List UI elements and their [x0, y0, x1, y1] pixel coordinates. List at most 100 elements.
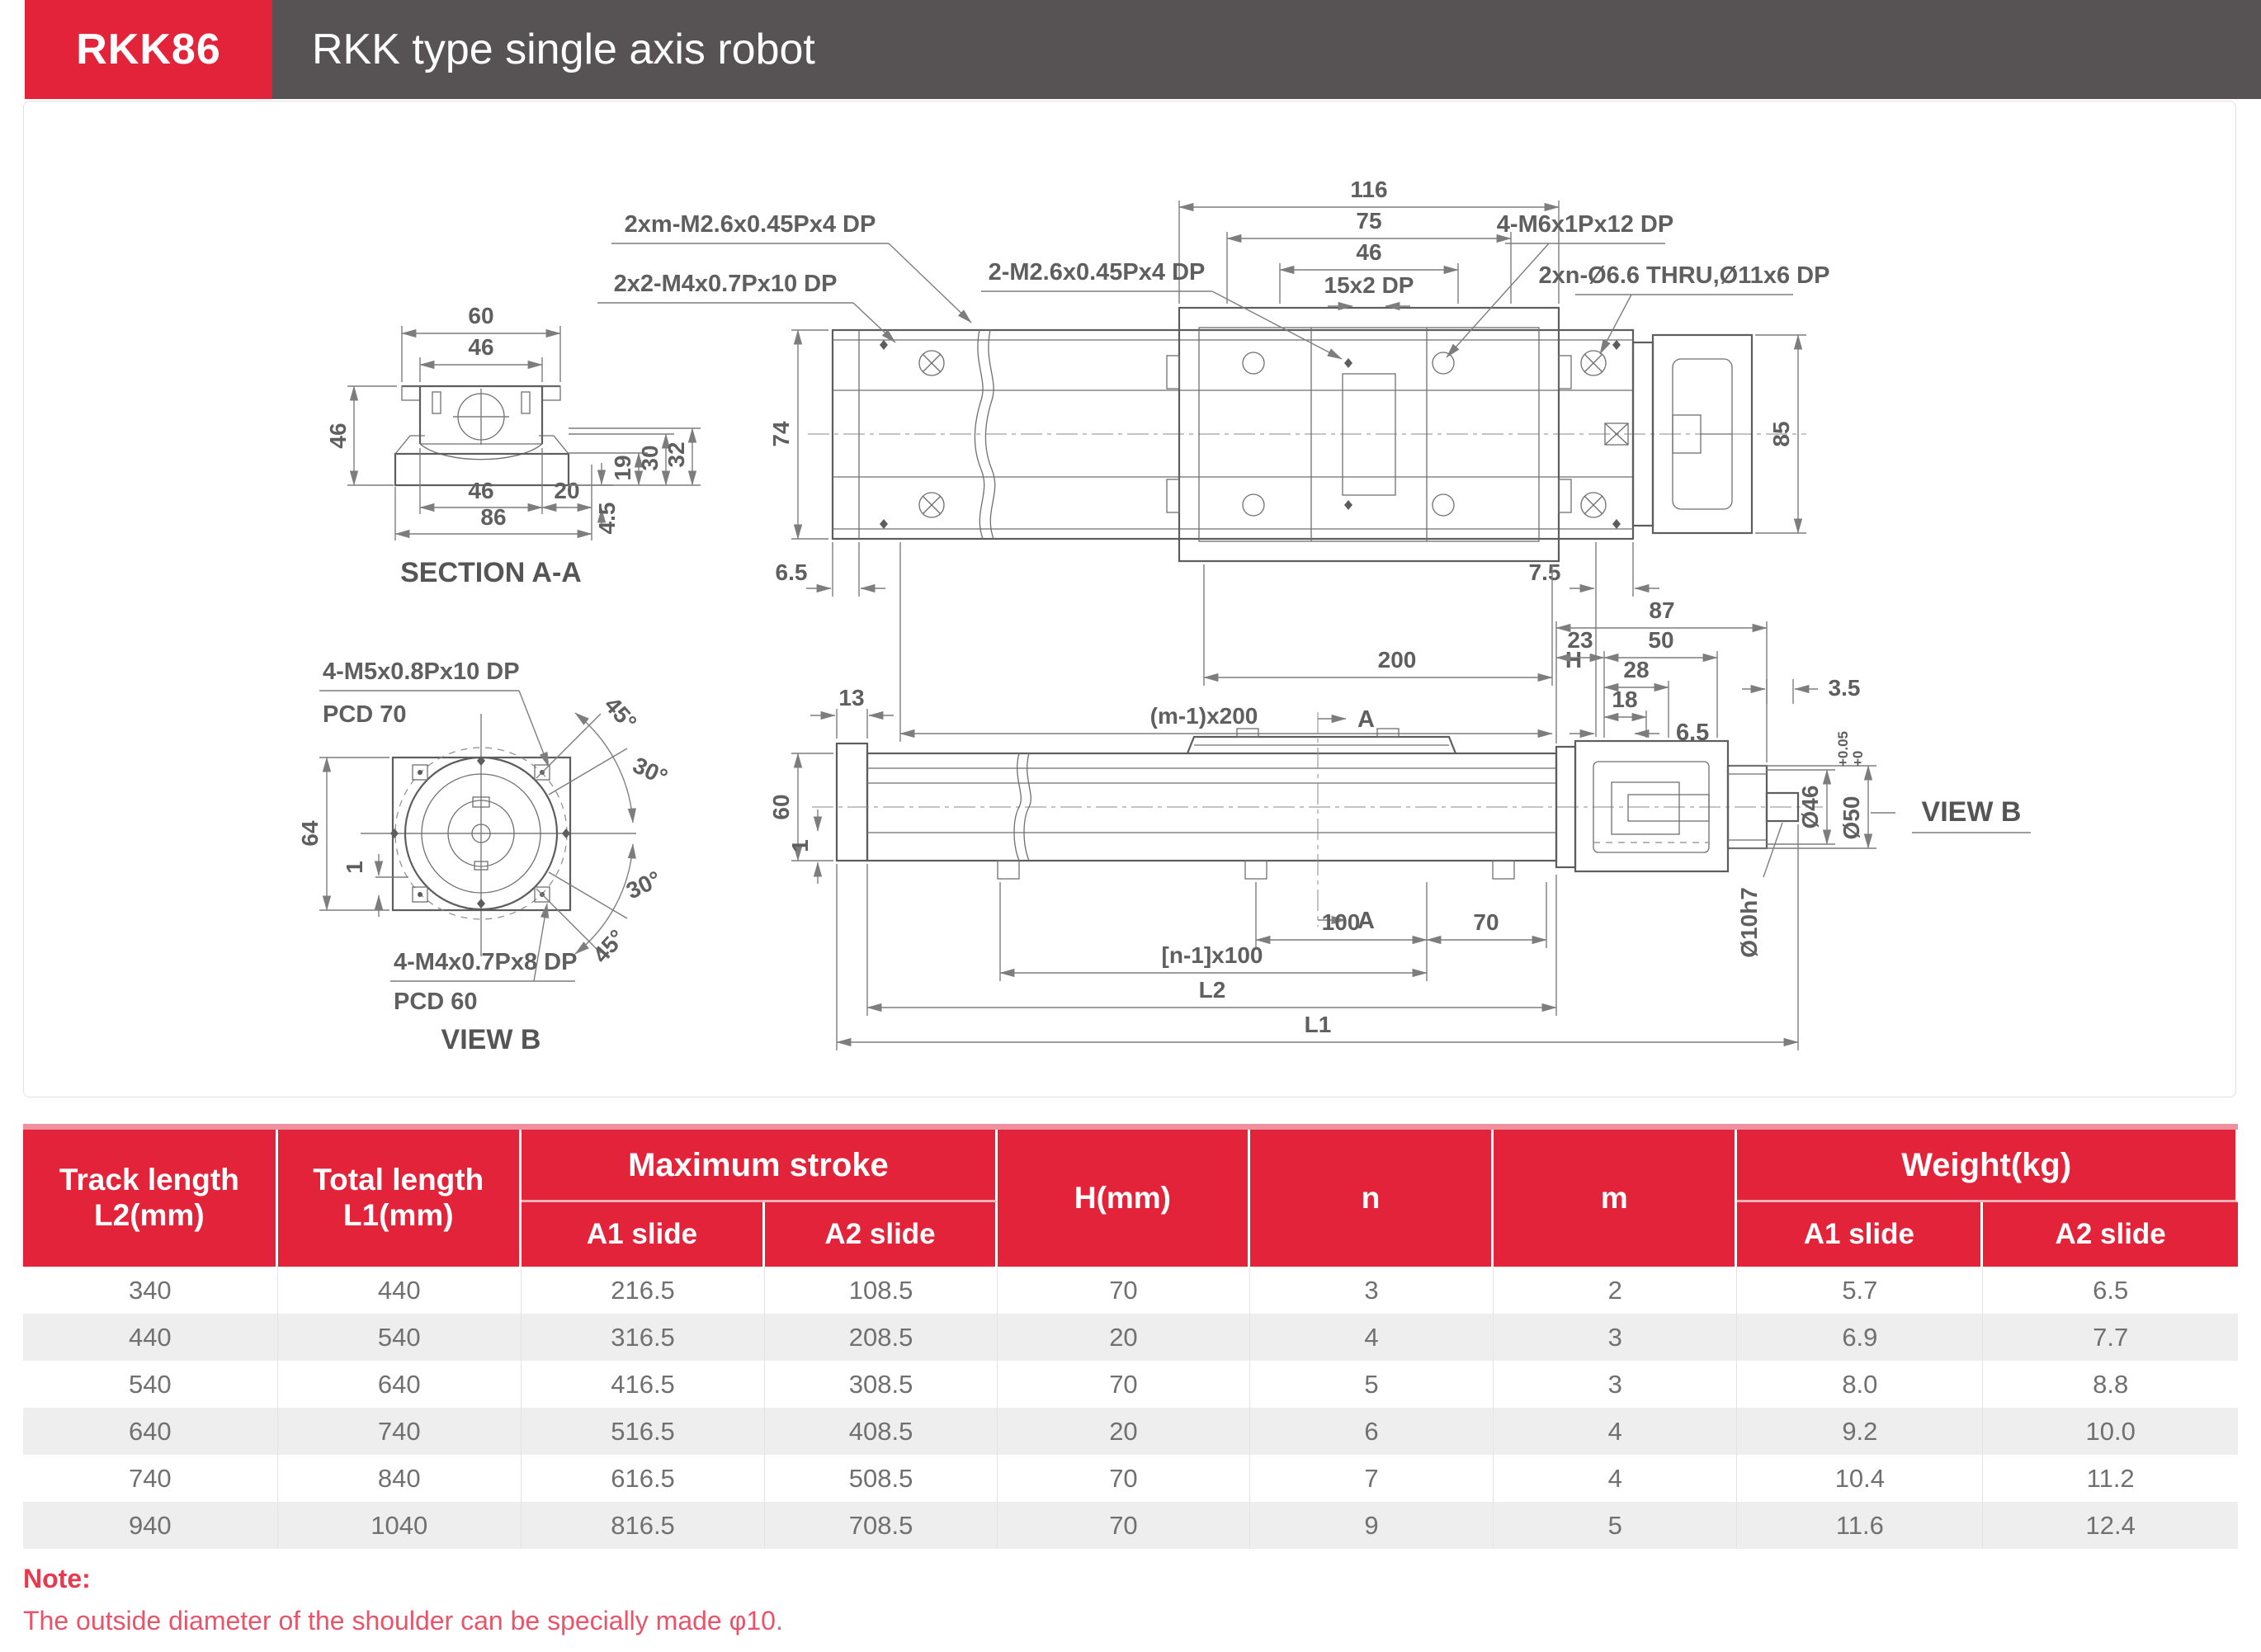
- dim-label: 1: [342, 861, 367, 874]
- cell: 108.5: [765, 1267, 998, 1314]
- dim-label: 75: [1356, 208, 1381, 234]
- bolt-icon: [412, 764, 550, 903]
- dim-label: 46: [468, 334, 493, 360]
- dim-label: 28: [1623, 657, 1649, 682]
- cell: 4: [1250, 1314, 1494, 1361]
- dim-label: 116: [1350, 177, 1387, 202]
- cell: 740: [278, 1408, 522, 1455]
- dim-label: 50: [1648, 627, 1673, 653]
- thread-callout: 4-M5x0.8Px10 DP: [323, 658, 520, 685]
- section-aa-view: 60 46 46 46 20 86 4.5 19 30 32 SECTION A…: [325, 303, 701, 588]
- dim-label: 60: [768, 794, 794, 819]
- thread-callout: 2xm-M2.6x0.45Px4 DP: [625, 211, 876, 238]
- cell: 2: [1494, 1267, 1738, 1314]
- cell: 70: [998, 1455, 1250, 1502]
- thread-callout: 2x2-M4x0.7Px10 DP: [614, 271, 838, 297]
- cell: 616.5: [522, 1455, 766, 1502]
- pcd-callout: PCD 60: [394, 989, 478, 1015]
- dim-label: 86: [480, 504, 506, 530]
- dim-label: 100: [1322, 909, 1361, 935]
- dim-label: 6.5: [776, 559, 808, 585]
- cell: 5.7: [1737, 1267, 1984, 1314]
- dim-label: 30: [637, 445, 663, 470]
- cell: 340: [23, 1267, 278, 1314]
- cell: 4: [1494, 1455, 1738, 1502]
- cell: 640: [278, 1361, 522, 1408]
- cell: 7.7: [2093, 1322, 2129, 1352]
- thread-callout: 4-M4x0.7Px8 DP: [394, 949, 577, 975]
- dim-label: L1: [1305, 1012, 1332, 1037]
- dim-label: 46: [468, 478, 493, 503]
- page-title: RKK type single axis robot: [312, 26, 815, 73]
- note-block: Note: The outside diameter of the should…: [23, 1564, 2238, 1636]
- cell: 440: [278, 1267, 522, 1314]
- dim-label: 60: [468, 303, 493, 328]
- col-weight-a2: A2 slide: [1983, 1202, 2238, 1267]
- col-n: n: [1249, 1130, 1494, 1267]
- table-row: 540 640 416.5 308.5 70 5 3 8.0 8.8: [23, 1361, 2238, 1408]
- cell: 6.9: [1737, 1314, 1984, 1361]
- col-a1-slide: A1 slide: [521, 1202, 766, 1267]
- cell: 708.5: [765, 1502, 998, 1549]
- dim-label: 1: [787, 839, 813, 852]
- side-view: A A 13 60 1 87 23 50 28 18 3.5: [768, 597, 2031, 1050]
- title-bar: RKK type single axis robot: [272, 0, 2261, 99]
- tolerance-upper: +0.05: [1835, 731, 1851, 767]
- dim-label: 7.5: [1529, 559, 1561, 585]
- dim-label: 70: [1473, 909, 1499, 935]
- view-b: 45° 30° 30° 45° 64 1 4-M5x0.8Px10 DP PCD…: [297, 658, 672, 1055]
- table-row: 340 440 216.5 108.5 70 3 2 5.7 6.5: [23, 1267, 2238, 1314]
- dim-label: 32: [663, 441, 689, 467]
- cell: 440: [23, 1314, 278, 1361]
- dim-label: 87: [1649, 597, 1674, 623]
- cell: 70: [998, 1361, 1250, 1408]
- dim-label: 18: [1612, 687, 1637, 712]
- dim-label: 74: [768, 421, 794, 447]
- cell: 216.5: [522, 1267, 766, 1314]
- hole-callout: 2xn-Ø6.6 THRU,Ø11x6 DP: [1539, 262, 1830, 289]
- cell: 5: [1250, 1361, 1494, 1408]
- angle-label: 30°: [629, 752, 671, 790]
- dim-label: 85: [1768, 421, 1794, 446]
- dim-label: (m-1)x200: [1150, 703, 1258, 729]
- table-header: Track length L2(mm) Total length L1(mm) …: [23, 1130, 2238, 1267]
- screw-icon: [1242, 352, 1455, 517]
- view-b-caption: VIEW B: [441, 1024, 541, 1055]
- col-total-length: Total length L1(mm): [277, 1130, 522, 1267]
- section-mark: A: [1357, 908, 1375, 934]
- cell: 508.5: [765, 1455, 998, 1502]
- spec-table: Track length L2(mm) Total length L1(mm) …: [23, 1124, 2238, 1549]
- cell: 5: [1494, 1502, 1738, 1549]
- cell: 6.5: [2093, 1275, 2129, 1305]
- cell: 70: [998, 1502, 1250, 1549]
- thread-callout: 2-M2.6x0.45Px4 DP: [989, 259, 1206, 286]
- col-a2-slide: A2 slide: [765, 1202, 998, 1267]
- cell: 6: [1250, 1408, 1494, 1455]
- dim-label: 13: [838, 685, 864, 710]
- cell: 3: [1494, 1314, 1738, 1361]
- cell: 70: [998, 1267, 1250, 1314]
- dim-label: 15x2 DP: [1324, 272, 1414, 298]
- cell: 408.5: [765, 1408, 998, 1455]
- cell: 11.2: [2086, 1463, 2135, 1493]
- cell: 8.0: [1737, 1361, 1984, 1408]
- dim-label: Ø10h7: [1736, 887, 1762, 958]
- model-code: RKK86: [76, 26, 221, 73]
- cell: 416.5: [522, 1361, 766, 1408]
- dim-label: Ø46: [1797, 786, 1823, 829]
- header-left-pad: [0, 0, 25, 99]
- cell: 20: [998, 1314, 1250, 1361]
- cell: 3: [1494, 1361, 1738, 1408]
- angle-label: 45°: [588, 925, 630, 968]
- cell: 4: [1494, 1408, 1738, 1455]
- cell: 816.5: [522, 1502, 766, 1549]
- col-track-length: Track length L2(mm): [23, 1130, 278, 1267]
- cell: 640: [23, 1408, 278, 1455]
- cell: 940: [23, 1502, 278, 1549]
- thread-callout: 4-M6x1Px12 DP: [1497, 211, 1673, 238]
- tolerance-lower: +0: [1850, 751, 1866, 767]
- col-max-stroke: Maximum stroke: [521, 1130, 998, 1202]
- cell: 10.0: [2085, 1416, 2136, 1446]
- table-row: 940 1040 816.5 708.5 70 9 5 11.6 12.4: [23, 1502, 2238, 1549]
- col-m: m: [1494, 1130, 1738, 1267]
